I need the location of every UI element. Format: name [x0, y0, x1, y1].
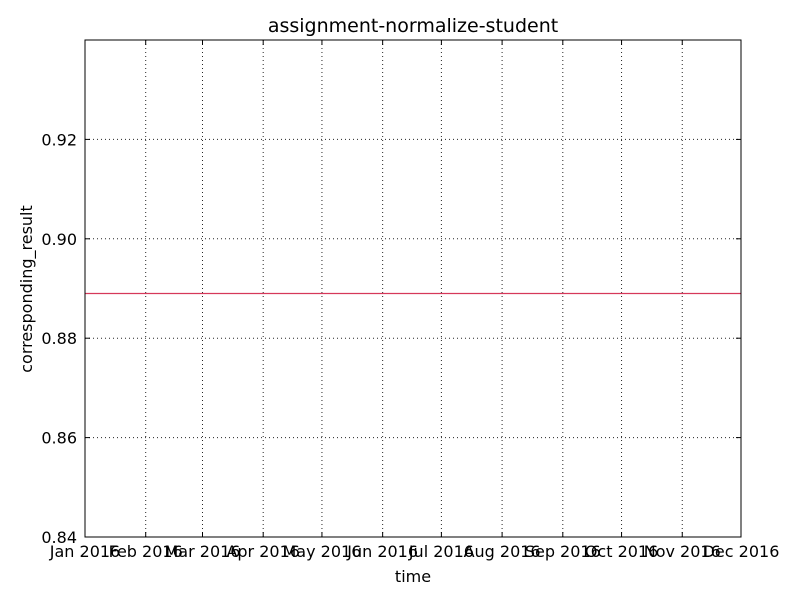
x-tick-label: Oct 2016 [585, 542, 658, 561]
x-tick-label: Aug 2016 [464, 542, 541, 561]
x-tick-label: Feb 2016 [109, 542, 183, 561]
x-tick-label: Mar 2016 [164, 542, 240, 561]
x-tick-label: Jun 2016 [346, 542, 418, 561]
y-tick-label: 0.92 [41, 130, 77, 149]
x-tick-label: Apr 2016 [226, 542, 299, 561]
x-axis-label: time [395, 567, 431, 586]
x-tick-label: Nov 2016 [644, 542, 721, 561]
y-tick-label: 0.84 [41, 528, 77, 547]
chart-title: assignment-normalize-student [268, 15, 558, 37]
y-tick-label: 0.88 [41, 329, 77, 348]
x-tick-label: Dec 2016 [703, 542, 780, 561]
y-tick-label: 0.90 [41, 230, 77, 249]
y-tick-label: 0.86 [41, 429, 77, 448]
x-tick-label: Sep 2016 [525, 542, 601, 561]
y-axis-label: corresponding_result [17, 205, 37, 373]
x-tick-label: Jul 2016 [408, 542, 474, 561]
x-tick-label: May 2016 [282, 542, 361, 561]
x-tick-label: Jan 2016 [49, 542, 120, 561]
plot-frame [84, 39, 742, 538]
